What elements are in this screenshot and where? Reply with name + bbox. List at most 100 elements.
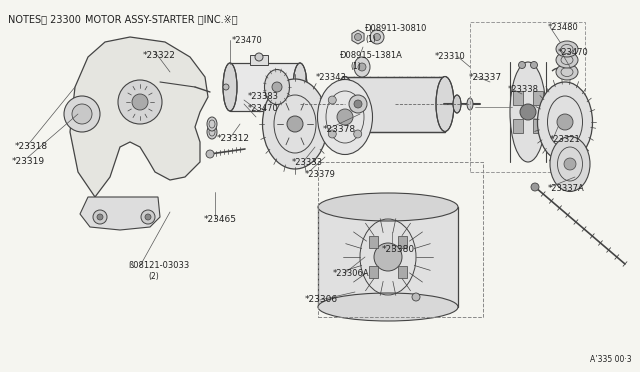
Text: *23380: *23380 bbox=[382, 246, 415, 254]
Ellipse shape bbox=[556, 64, 578, 80]
Text: Ð08911-30810: Ð08911-30810 bbox=[365, 23, 428, 32]
Text: *23383: *23383 bbox=[248, 92, 279, 100]
Text: NOTES、 23300: NOTES、 23300 bbox=[8, 14, 81, 24]
Ellipse shape bbox=[510, 62, 546, 162]
Bar bbox=[345, 77, 445, 131]
Bar bbox=[230, 63, 300, 111]
Text: (2): (2) bbox=[148, 273, 159, 282]
Ellipse shape bbox=[467, 98, 473, 110]
Text: *23306: *23306 bbox=[305, 295, 338, 305]
Ellipse shape bbox=[207, 117, 217, 131]
Text: *23310: *23310 bbox=[435, 51, 466, 61]
Ellipse shape bbox=[336, 77, 354, 131]
Ellipse shape bbox=[207, 125, 217, 139]
Circle shape bbox=[97, 214, 103, 220]
Ellipse shape bbox=[223, 63, 237, 111]
Text: *23378: *23378 bbox=[323, 125, 356, 134]
Text: *23480: *23480 bbox=[548, 22, 579, 32]
Circle shape bbox=[358, 63, 366, 71]
Text: *23379: *23379 bbox=[305, 170, 336, 179]
Ellipse shape bbox=[293, 63, 307, 111]
Text: *23470: *23470 bbox=[558, 48, 589, 57]
Circle shape bbox=[255, 53, 263, 61]
Text: ß08121-03033: ß08121-03033 bbox=[128, 262, 189, 270]
Polygon shape bbox=[80, 197, 160, 230]
Bar bbox=[230, 63, 300, 111]
Text: *23470: *23470 bbox=[248, 103, 279, 112]
Circle shape bbox=[531, 183, 539, 191]
Text: *23318: *23318 bbox=[15, 141, 48, 151]
Bar bbox=[318, 207, 458, 307]
Bar bbox=[318, 162, 483, 317]
Bar bbox=[533, 119, 543, 133]
Circle shape bbox=[374, 243, 402, 271]
Ellipse shape bbox=[556, 52, 578, 68]
Circle shape bbox=[328, 96, 336, 104]
Bar bbox=[513, 91, 523, 105]
Ellipse shape bbox=[262, 79, 328, 169]
Circle shape bbox=[557, 114, 573, 130]
Circle shape bbox=[145, 214, 151, 220]
Circle shape bbox=[272, 82, 282, 92]
Circle shape bbox=[354, 96, 362, 104]
Text: (1): (1) bbox=[350, 61, 361, 71]
Circle shape bbox=[93, 210, 107, 224]
Text: *23470: *23470 bbox=[232, 35, 263, 45]
Bar bbox=[397, 236, 406, 248]
Bar bbox=[397, 266, 406, 278]
Circle shape bbox=[354, 130, 362, 138]
Bar bbox=[533, 91, 543, 105]
Text: *23333: *23333 bbox=[292, 157, 323, 167]
Text: *23465: *23465 bbox=[204, 215, 237, 224]
Ellipse shape bbox=[453, 95, 461, 113]
Circle shape bbox=[118, 80, 162, 124]
Circle shape bbox=[223, 84, 229, 90]
Circle shape bbox=[349, 95, 367, 113]
Circle shape bbox=[370, 30, 384, 44]
Bar bbox=[250, 55, 268, 65]
Text: *23322: *23322 bbox=[143, 51, 176, 60]
Ellipse shape bbox=[436, 77, 454, 131]
Text: (1): (1) bbox=[365, 35, 376, 44]
Ellipse shape bbox=[354, 57, 370, 77]
Text: Ð08915-1381A: Ð08915-1381A bbox=[340, 51, 403, 60]
Text: A’335 00·3: A’335 00·3 bbox=[590, 355, 632, 364]
Text: MOTOR ASSY-STARTER 〈INC.※〉: MOTOR ASSY-STARTER 〈INC.※〉 bbox=[85, 14, 237, 24]
Circle shape bbox=[564, 158, 576, 170]
Circle shape bbox=[72, 104, 92, 124]
Text: *23337: *23337 bbox=[469, 73, 502, 81]
Ellipse shape bbox=[317, 80, 372, 154]
Text: *23306A: *23306A bbox=[333, 269, 370, 278]
Ellipse shape bbox=[550, 137, 590, 192]
Ellipse shape bbox=[538, 82, 593, 162]
Circle shape bbox=[354, 100, 362, 108]
Circle shape bbox=[518, 61, 525, 68]
Circle shape bbox=[337, 109, 353, 125]
Ellipse shape bbox=[264, 70, 289, 105]
Circle shape bbox=[287, 116, 303, 132]
Bar bbox=[513, 119, 523, 133]
Ellipse shape bbox=[318, 193, 458, 221]
Bar bbox=[369, 236, 378, 248]
Circle shape bbox=[355, 33, 362, 41]
Text: *23312: *23312 bbox=[217, 134, 250, 142]
Circle shape bbox=[64, 96, 100, 132]
Ellipse shape bbox=[318, 293, 458, 321]
Circle shape bbox=[374, 33, 381, 41]
Circle shape bbox=[531, 61, 538, 68]
Text: *23321: *23321 bbox=[550, 135, 580, 144]
Text: *23319: *23319 bbox=[12, 157, 45, 166]
Circle shape bbox=[520, 104, 536, 120]
Circle shape bbox=[328, 130, 336, 138]
Text: *23343: *23343 bbox=[316, 73, 347, 81]
Bar bbox=[345, 77, 445, 131]
Circle shape bbox=[141, 210, 155, 224]
Ellipse shape bbox=[556, 41, 578, 57]
Polygon shape bbox=[70, 37, 208, 197]
Text: *23337A: *23337A bbox=[548, 183, 585, 192]
Text: *23338: *23338 bbox=[508, 84, 539, 93]
Circle shape bbox=[132, 94, 148, 110]
Bar bbox=[369, 266, 378, 278]
Polygon shape bbox=[352, 30, 364, 44]
Circle shape bbox=[206, 150, 214, 158]
